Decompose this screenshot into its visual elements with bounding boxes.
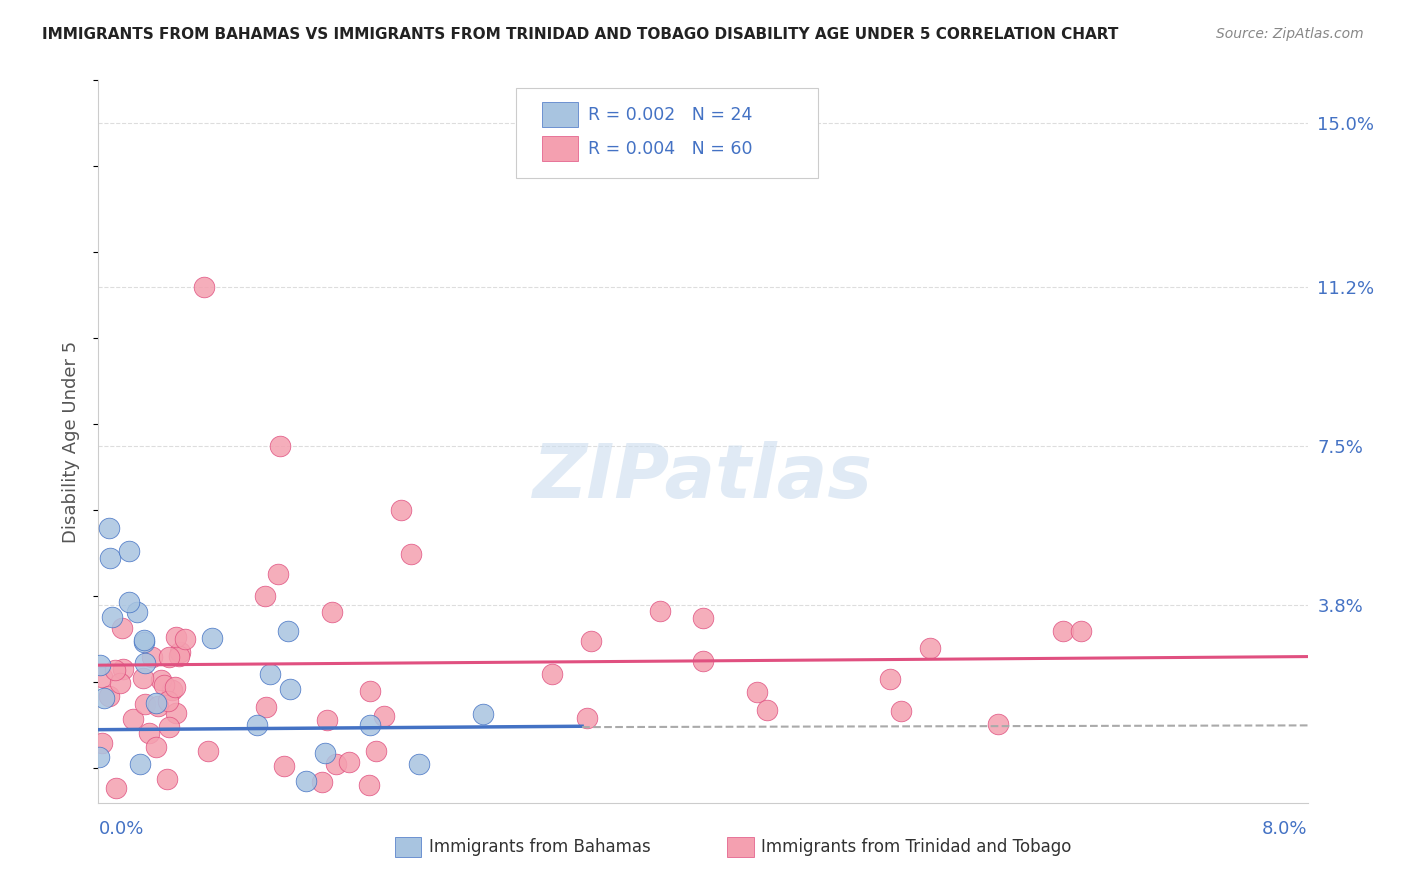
Point — [193, 279, 215, 293]
Point — [890, 704, 912, 718]
Text: 0.0%: 0.0% — [98, 820, 143, 838]
Point — [134, 632, 156, 647]
Text: IMMIGRANTS FROM BAHAMAS VS IMMIGRANTS FROM TRINIDAD AND TOBAGO DISABILITY AGE UN: IMMIGRANTS FROM BAHAMAS VS IMMIGRANTS FR… — [42, 27, 1119, 42]
Point — [108, 676, 131, 690]
Point — [399, 547, 422, 561]
Point — [269, 439, 291, 453]
Point — [89, 657, 111, 672]
Point — [150, 673, 173, 688]
Point — [259, 667, 281, 681]
Point — [373, 708, 395, 723]
Point — [314, 746, 336, 760]
Point — [132, 635, 155, 649]
Point — [157, 694, 180, 708]
Point — [117, 595, 139, 609]
Point — [101, 609, 124, 624]
Point — [359, 718, 381, 732]
Point — [100, 550, 122, 565]
Point — [97, 521, 120, 535]
Point — [408, 757, 430, 772]
Point — [879, 672, 901, 686]
Point — [169, 648, 191, 663]
Point — [540, 666, 562, 681]
Point — [692, 611, 714, 625]
Point — [90, 736, 112, 750]
Point — [159, 650, 181, 665]
Text: Immigrants from Bahamas: Immigrants from Bahamas — [429, 838, 650, 855]
Point — [648, 604, 671, 618]
Point — [692, 654, 714, 668]
Text: R = 0.002   N = 24: R = 0.002 N = 24 — [588, 106, 752, 124]
Y-axis label: Disability Age Under 5: Disability Age Under 5 — [62, 341, 80, 542]
Point — [755, 702, 778, 716]
Point — [162, 682, 184, 697]
Text: Immigrants from Trinidad and Tobago: Immigrants from Trinidad and Tobago — [761, 838, 1071, 855]
Text: Source: ZipAtlas.com: Source: ZipAtlas.com — [1216, 27, 1364, 41]
Point — [110, 621, 132, 635]
Point — [364, 744, 387, 758]
Point — [169, 645, 191, 659]
Point — [90, 670, 112, 684]
Point — [104, 663, 127, 677]
Point — [155, 772, 177, 787]
Point — [321, 605, 343, 619]
Point — [325, 756, 347, 771]
Point — [1052, 624, 1074, 638]
Point — [197, 744, 219, 758]
Point — [146, 698, 169, 713]
Point — [246, 718, 269, 732]
Point — [295, 774, 318, 789]
Point — [125, 605, 148, 619]
Point — [576, 711, 599, 725]
Point — [121, 712, 143, 726]
Point — [360, 684, 382, 698]
Point — [98, 689, 121, 703]
Point — [105, 780, 128, 795]
Point — [316, 713, 339, 727]
Point — [389, 503, 412, 517]
FancyBboxPatch shape — [727, 837, 754, 857]
Point — [277, 624, 299, 639]
Point — [579, 634, 602, 648]
Point — [1070, 624, 1092, 638]
Text: R = 0.004   N = 60: R = 0.004 N = 60 — [588, 140, 752, 158]
Point — [745, 685, 768, 699]
Point — [253, 589, 276, 603]
Point — [173, 632, 195, 647]
Point — [337, 756, 360, 770]
FancyBboxPatch shape — [543, 102, 578, 128]
Text: 8.0%: 8.0% — [1263, 820, 1308, 838]
FancyBboxPatch shape — [516, 87, 818, 178]
Point — [163, 680, 186, 694]
Point — [87, 750, 110, 764]
Point — [471, 706, 494, 721]
Point — [201, 632, 224, 646]
Point — [152, 678, 174, 692]
Point — [278, 681, 301, 696]
Point — [918, 640, 941, 655]
Point — [132, 671, 155, 685]
Point — [987, 717, 1010, 731]
Point — [311, 774, 333, 789]
Point — [134, 697, 156, 711]
FancyBboxPatch shape — [395, 837, 422, 857]
Point — [157, 720, 180, 734]
Point — [254, 700, 277, 714]
Point — [165, 706, 187, 721]
Text: ZIPatlas: ZIPatlas — [533, 442, 873, 514]
Point — [165, 630, 187, 644]
Point — [118, 544, 141, 558]
FancyBboxPatch shape — [543, 136, 578, 161]
Point — [128, 756, 150, 771]
Point — [145, 696, 167, 710]
Point — [267, 567, 290, 582]
Point — [141, 649, 163, 664]
Point — [112, 662, 135, 676]
Point — [145, 739, 167, 754]
Point — [93, 690, 115, 705]
Point — [273, 759, 295, 773]
Point — [134, 656, 156, 670]
Point — [359, 778, 381, 792]
Point — [138, 726, 160, 740]
